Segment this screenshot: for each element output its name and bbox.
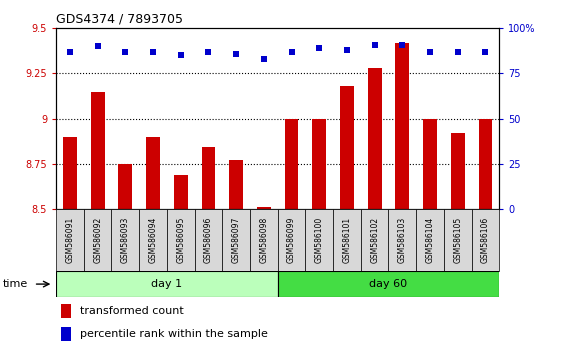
Bar: [479, 119, 493, 209]
Bar: [112, 209, 139, 271]
Text: GSM586094: GSM586094: [149, 217, 158, 263]
Point: [232, 51, 241, 56]
Bar: [472, 209, 499, 271]
Point: [176, 52, 185, 58]
Bar: [222, 209, 250, 271]
Bar: [56, 209, 84, 271]
Bar: [61, 304, 71, 318]
Bar: [56, 271, 278, 297]
Bar: [257, 207, 271, 209]
Bar: [340, 86, 354, 209]
Bar: [367, 68, 381, 209]
Text: GSM586102: GSM586102: [370, 217, 379, 263]
Bar: [84, 209, 112, 271]
Point: [481, 49, 490, 55]
Text: GSM586098: GSM586098: [259, 217, 268, 263]
Point: [121, 49, 130, 55]
Bar: [229, 160, 243, 209]
Text: GSM586104: GSM586104: [426, 217, 435, 263]
Bar: [278, 271, 499, 297]
Point: [259, 56, 268, 62]
Bar: [118, 164, 132, 209]
Bar: [146, 137, 160, 209]
Text: GSM586105: GSM586105: [453, 217, 462, 263]
Text: time: time: [3, 279, 28, 289]
Text: GDS4374 / 7893705: GDS4374 / 7893705: [56, 13, 183, 26]
Bar: [201, 148, 215, 209]
Bar: [278, 209, 305, 271]
Text: GSM586100: GSM586100: [315, 217, 324, 263]
Point: [287, 49, 296, 55]
Bar: [396, 43, 410, 209]
Bar: [63, 137, 77, 209]
Point: [453, 49, 462, 55]
Point: [66, 49, 75, 55]
Point: [149, 49, 158, 55]
Point: [370, 42, 379, 47]
Bar: [444, 209, 472, 271]
Text: GSM586096: GSM586096: [204, 217, 213, 263]
Text: percentile rank within the sample: percentile rank within the sample: [80, 329, 268, 339]
Point: [93, 44, 102, 49]
Bar: [167, 209, 195, 271]
Bar: [361, 209, 388, 271]
Bar: [250, 209, 278, 271]
Point: [204, 49, 213, 55]
Text: day 1: day 1: [151, 279, 182, 289]
Bar: [451, 133, 465, 209]
Bar: [139, 209, 167, 271]
Text: day 60: day 60: [370, 279, 407, 289]
Bar: [284, 119, 298, 209]
Bar: [388, 209, 416, 271]
Bar: [174, 175, 188, 209]
Point: [398, 42, 407, 47]
Point: [315, 45, 324, 51]
Point: [426, 49, 435, 55]
Text: GSM586103: GSM586103: [398, 217, 407, 263]
Text: GSM586097: GSM586097: [232, 217, 241, 263]
Bar: [91, 91, 104, 209]
Point: [342, 47, 351, 53]
Text: GSM586099: GSM586099: [287, 217, 296, 263]
Bar: [423, 119, 437, 209]
Text: GSM586091: GSM586091: [66, 217, 75, 263]
Text: GSM586093: GSM586093: [121, 217, 130, 263]
Text: GSM586101: GSM586101: [342, 217, 351, 263]
Bar: [305, 209, 333, 271]
Bar: [312, 119, 326, 209]
Text: GSM586106: GSM586106: [481, 217, 490, 263]
Bar: [333, 209, 361, 271]
Bar: [195, 209, 222, 271]
Bar: [416, 209, 444, 271]
Text: GSM586095: GSM586095: [176, 217, 185, 263]
Bar: [61, 327, 71, 341]
Text: transformed count: transformed count: [80, 306, 184, 316]
Text: GSM586092: GSM586092: [93, 217, 102, 263]
